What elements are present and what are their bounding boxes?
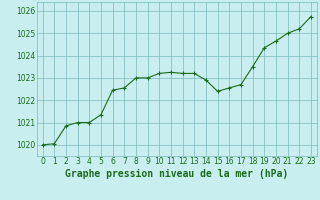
X-axis label: Graphe pression niveau de la mer (hPa): Graphe pression niveau de la mer (hPa) xyxy=(65,169,288,179)
